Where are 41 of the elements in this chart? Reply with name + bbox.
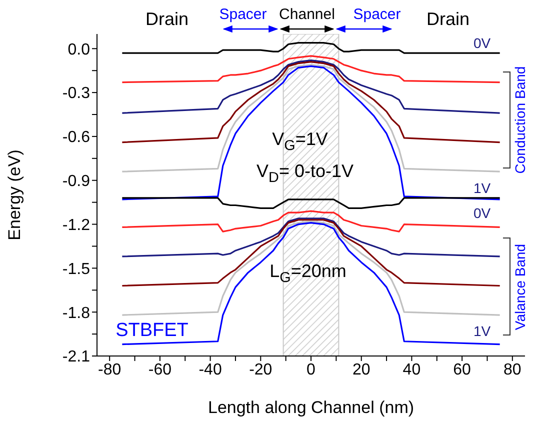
- x-tick-label: 40: [402, 361, 421, 378]
- text: Drain: [426, 9, 470, 29]
- annotation: V$_{D}$= 0-to-1V: [256, 161, 354, 186]
- y-tick-label: -2.1: [62, 348, 90, 366]
- line-series: [121, 197, 501, 209]
- line-series: [121, 65, 501, 200]
- x-tick-label: -60: [148, 361, 172, 378]
- text: Spacer: [353, 6, 401, 23]
- y-tick-label: -0.9: [62, 173, 90, 190]
- annotation: 0V: [473, 35, 492, 51]
- annotation: Valance Band: [512, 244, 528, 330]
- text: Spacer: [219, 6, 267, 23]
- line-series: [121, 218, 501, 258]
- x-tick-label: 20: [352, 361, 370, 378]
- annotation: V$_{G}$=1V: [272, 129, 328, 154]
- y-tick-label: -0.6: [62, 129, 90, 146]
- y-tick-label: -1.2: [62, 216, 90, 234]
- line-series: [121, 210, 501, 232]
- annotation: 1V: [473, 180, 492, 196]
- text: Channel: [279, 6, 335, 23]
- annotation: Conduction Band: [512, 66, 528, 174]
- y-tick-label: -1.5: [62, 260, 90, 278]
- x-tick-label: 60: [453, 361, 472, 378]
- x-tick-label: -20: [249, 361, 272, 378]
- annotation: L$_{G}$=20nm: [270, 261, 346, 286]
- line-series: [121, 55, 501, 84]
- annotation: STBFET: [116, 320, 189, 341]
- annotation: 1V: [473, 323, 492, 339]
- y-tick-label: 0.0: [68, 41, 90, 58]
- y-tick-label: -0.3: [62, 85, 90, 102]
- x-axis-title: Length along Channel (nm): [208, 398, 414, 417]
- x-tick-label: -40: [198, 361, 222, 378]
- line-series: [121, 219, 501, 287]
- annotation: 0V: [473, 205, 492, 221]
- x-tick-label: -80: [98, 361, 122, 378]
- text: Drain: [145, 9, 189, 29]
- line-series: [121, 60, 501, 114]
- y-tick-label: -1.8: [62, 304, 90, 322]
- x-tick-label: 80: [504, 361, 522, 378]
- y-axis-title: Energy (eV): [5, 150, 24, 240]
- x-tick-label: 0: [306, 361, 316, 378]
